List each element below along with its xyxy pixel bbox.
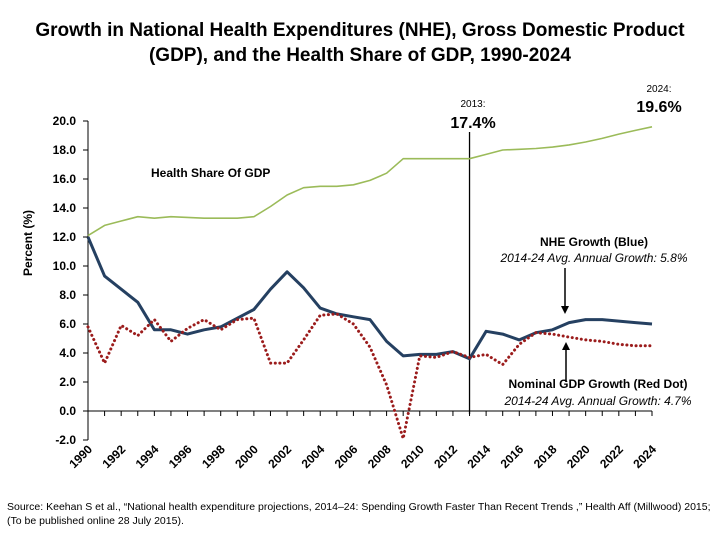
gdp-avg-growth-text: 2014-24 Avg. Annual Growth: 4.7% xyxy=(503,394,691,408)
y-tick-label: 12.0 xyxy=(53,230,77,244)
nhe-arrowhead-icon xyxy=(561,306,569,314)
annotation-group: Percent (%) Health Share Of GDP NHE Grow… xyxy=(21,84,692,408)
x-tick-label: 2022 xyxy=(597,442,626,471)
nhe-avg-growth-text: 2014-24 Avg. Annual Growth: 5.8% xyxy=(499,251,687,265)
x-tick-label: 2000 xyxy=(232,442,261,471)
y-tick-label: 10.0 xyxy=(53,259,77,273)
x-tick-label: 2024 xyxy=(630,442,659,471)
x-tick-label: 2018 xyxy=(531,442,560,471)
x-tick-label: 2006 xyxy=(332,442,361,471)
x-tick-label: 2002 xyxy=(265,442,294,471)
year-2024-label: 2024: xyxy=(646,84,671,95)
series-line-health-share-of-gdp xyxy=(87,126,653,237)
y-tick-label: 4.0 xyxy=(59,346,76,360)
x-tick-label: 2004 xyxy=(299,442,328,471)
y-tick-label: 20.0 xyxy=(53,114,77,128)
y-tick-label: 6.0 xyxy=(59,317,76,331)
x-tick-label: 1992 xyxy=(100,442,129,471)
x-tick-label: 1994 xyxy=(133,442,162,471)
series-line-nominal-gdp-growth-red-dot xyxy=(86,312,654,441)
year-2013-label: 2013: xyxy=(460,99,485,110)
y-tick-label: 0.0 xyxy=(59,404,76,418)
y-tick-label: 8.0 xyxy=(59,288,76,302)
x-tick-label: 1996 xyxy=(166,442,195,471)
gdp-arrowhead-icon xyxy=(562,342,570,350)
chart-title-line1: Growth in National Health Expenditures (… xyxy=(35,20,685,41)
y-tick-label: 2.0 xyxy=(59,375,76,389)
y-tick-label: 14.0 xyxy=(53,201,77,215)
x-tick-label: 2010 xyxy=(398,442,427,471)
x-tick-label: 2012 xyxy=(431,442,460,471)
gdp-growth-label: Nominal GDP Growth (Red Dot) xyxy=(508,377,687,391)
x-tick-label: 2016 xyxy=(498,442,527,471)
health-share-label: Health Share Of GDP xyxy=(151,166,270,180)
chart-title: Growth in National Health Expenditures (… xyxy=(0,18,720,68)
series-group xyxy=(86,126,654,441)
y-axis-label: Percent (%) xyxy=(21,210,35,276)
x-tick-label: 2008 xyxy=(365,442,394,471)
x-tick-label: 2014 xyxy=(464,442,493,471)
year-2024-value: 19.6% xyxy=(636,99,681,116)
x-tick-label: 1998 xyxy=(199,442,228,471)
y-tick-label: 16.0 xyxy=(53,172,77,186)
chart-title-line2: (GDP), and the Health Share of GDP, 1990… xyxy=(148,45,571,66)
y-tick-label: 18.0 xyxy=(53,143,77,157)
year-2013-value: 17.4% xyxy=(450,115,495,132)
y-tick-label: -2.0 xyxy=(55,433,76,447)
nhe-growth-label: NHE Growth (Blue) xyxy=(540,235,648,249)
x-tick-label: 2020 xyxy=(564,442,593,471)
source-note: Source: Keehan S et al., “National healt… xyxy=(7,501,711,527)
axes: 20.0 18.0 16.0 14.0 12.0 10.0 8.0 6.0 4.0 2.0 0.0 -… xyxy=(53,114,660,471)
